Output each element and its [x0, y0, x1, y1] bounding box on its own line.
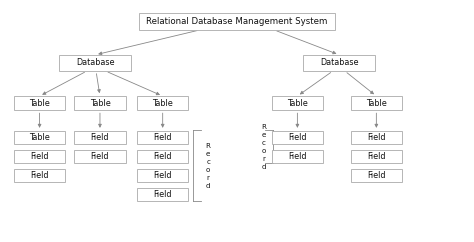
FancyBboxPatch shape [137, 150, 188, 163]
FancyBboxPatch shape [272, 131, 323, 144]
Text: Field: Field [30, 152, 49, 161]
Text: Table: Table [29, 99, 50, 108]
FancyBboxPatch shape [74, 150, 126, 163]
Text: Field: Field [367, 133, 386, 142]
FancyBboxPatch shape [137, 188, 188, 201]
Text: Field: Field [288, 133, 307, 142]
FancyBboxPatch shape [74, 131, 126, 144]
FancyBboxPatch shape [14, 150, 65, 163]
FancyBboxPatch shape [272, 150, 323, 163]
Text: Table: Table [287, 99, 308, 108]
FancyBboxPatch shape [351, 131, 402, 144]
Text: Database: Database [320, 58, 358, 67]
FancyBboxPatch shape [137, 169, 188, 182]
Text: Field: Field [91, 152, 109, 161]
FancyBboxPatch shape [59, 55, 131, 71]
FancyBboxPatch shape [351, 169, 402, 182]
Text: Table: Table [152, 99, 173, 108]
FancyBboxPatch shape [139, 13, 335, 30]
Text: Field: Field [288, 152, 307, 161]
Text: Field: Field [154, 133, 172, 142]
FancyBboxPatch shape [14, 96, 65, 110]
FancyBboxPatch shape [272, 96, 323, 110]
FancyBboxPatch shape [14, 131, 65, 144]
Text: Table: Table [366, 99, 387, 108]
Text: R
e
c
o
r
d: R e c o r d [206, 143, 211, 189]
Text: Relational Database Management System: Relational Database Management System [146, 17, 328, 26]
FancyBboxPatch shape [303, 55, 375, 71]
FancyBboxPatch shape [14, 169, 65, 182]
Text: Field: Field [91, 133, 109, 142]
Text: Database: Database [76, 58, 115, 67]
FancyBboxPatch shape [351, 150, 402, 163]
Text: Field: Field [154, 171, 172, 180]
Text: R
e
c
o
r
d: R e c o r d [262, 124, 266, 170]
Text: Field: Field [367, 152, 386, 161]
Text: Field: Field [30, 171, 49, 180]
Text: Field: Field [367, 171, 386, 180]
Text: Table: Table [29, 133, 50, 142]
Text: Field: Field [154, 190, 172, 199]
Text: Table: Table [90, 99, 110, 108]
FancyBboxPatch shape [74, 96, 126, 110]
FancyBboxPatch shape [137, 131, 188, 144]
FancyBboxPatch shape [137, 96, 188, 110]
Text: Field: Field [154, 152, 172, 161]
FancyBboxPatch shape [351, 96, 402, 110]
